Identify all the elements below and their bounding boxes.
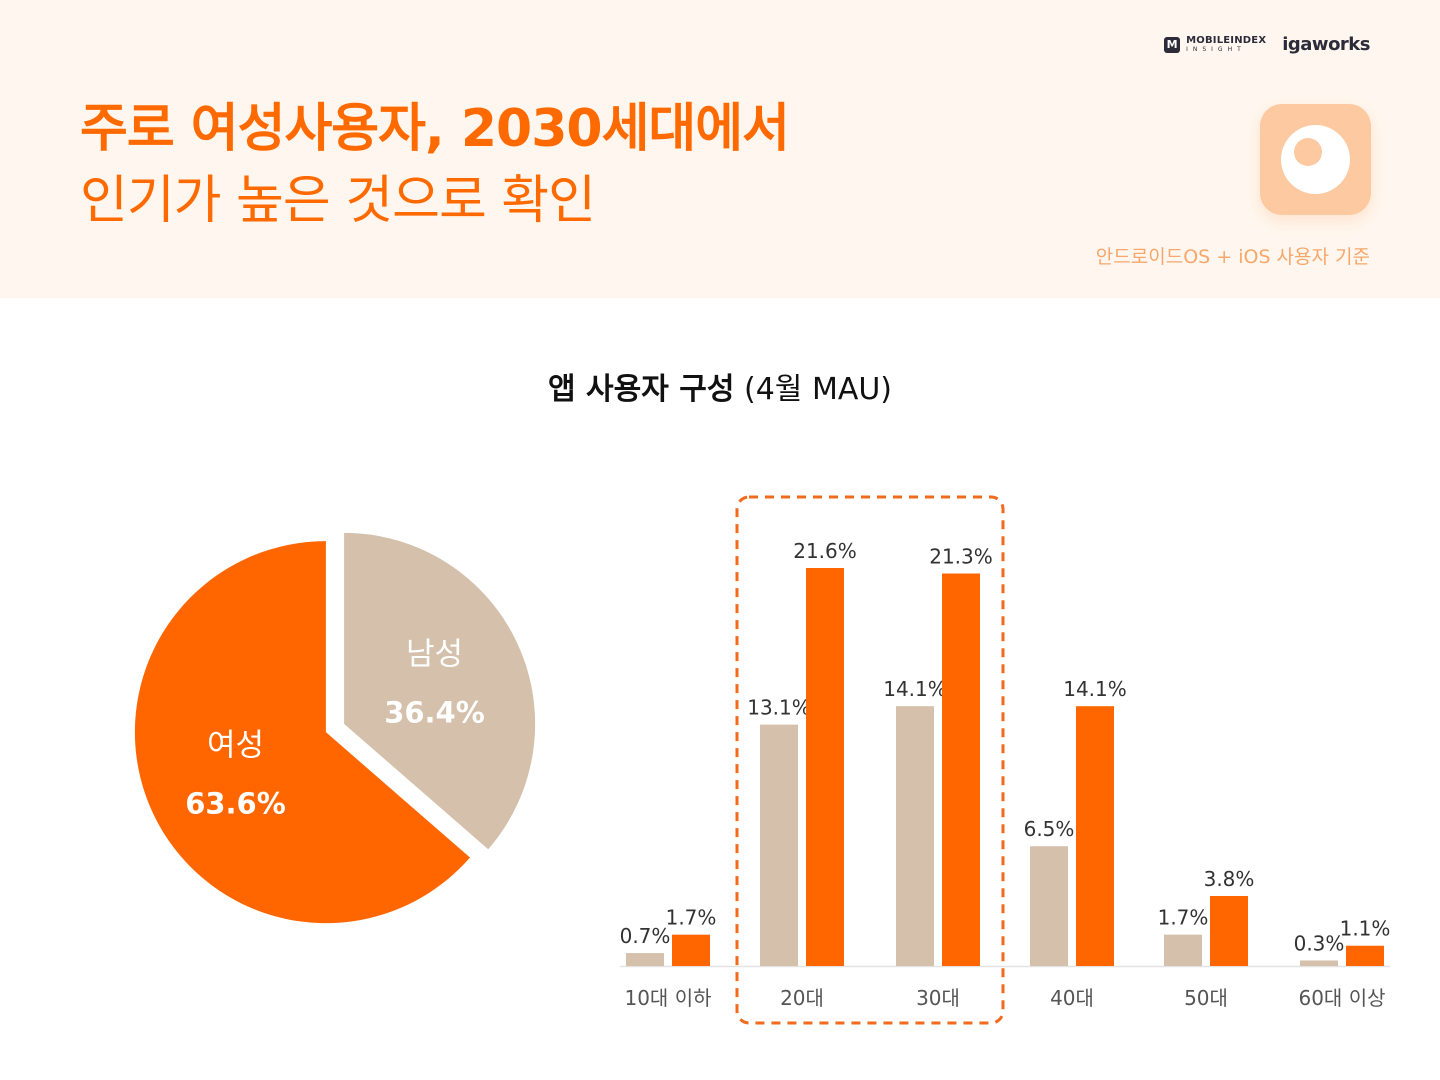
bar-label-female-4: 3.8%: [1204, 867, 1255, 891]
x-tick-label-2: 30대: [916, 986, 960, 1010]
bar-label-female-1: 21.6%: [793, 539, 857, 563]
bar-label-female-3: 14.1%: [1063, 677, 1127, 701]
bar-male-1: [760, 724, 798, 966]
igaworks-logo: igaworks: [1282, 34, 1370, 55]
smiley-icon: [1294, 138, 1322, 166]
bar-label-male-2: 14.1%: [883, 677, 947, 701]
x-tick-label-0: 10대 이하: [624, 986, 711, 1010]
pie-slice-name-1: 남성: [406, 637, 463, 673]
mobileindex-sub: INSIGHT: [1186, 46, 1246, 53]
bar-female-0: [672, 934, 710, 966]
pie-slice-1: [344, 532, 536, 850]
chart-title-rest: (4월 MAU): [744, 372, 893, 407]
mobileindex-name: MOBILEINDEX: [1186, 35, 1267, 46]
bar-label-male-3: 6.5%: [1024, 817, 1075, 841]
bar-male-0: [626, 953, 664, 966]
x-tick-label-1: 20대: [780, 986, 824, 1010]
bar-label-female-5: 1.1%: [1340, 917, 1391, 941]
bar-female-1: [806, 568, 844, 966]
pie-slice-name-0: 여성: [207, 727, 264, 763]
bar-female-3: [1076, 706, 1114, 966]
bar-male-2: [896, 706, 934, 966]
brand-logos: M MOBILEINDEX INSIGHT igaworks: [1164, 34, 1370, 55]
page-title-line2: 인기가 높은 것으로 확인: [80, 171, 596, 231]
mobileindex-mark-icon: M: [1164, 36, 1181, 53]
bar-label-female-0: 1.7%: [666, 906, 717, 930]
bar-female-4: [1210, 895, 1248, 966]
bar-label-male-5: 0.3%: [1294, 931, 1345, 955]
data-basis-note: 안드로이드OS + iOS 사용자 기준: [1095, 246, 1370, 268]
bar-female-5: [1346, 945, 1384, 966]
bar-label-female-2: 21.3%: [929, 545, 993, 569]
bar-female-2: [942, 573, 980, 966]
app-icon: [1260, 104, 1371, 215]
pie-slice-value-0: 63.6%: [185, 786, 286, 820]
highlight-2030-box: [735, 495, 1005, 1025]
bar-label-male-4: 1.7%: [1158, 906, 1209, 930]
mobileindex-logo: M MOBILEINDEX INSIGHT: [1164, 36, 1266, 53]
pie-slice-0: [134, 541, 470, 924]
x-tick-label-4: 50대: [1184, 986, 1228, 1010]
bar-male-5: [1300, 960, 1338, 966]
header-banner: M MOBILEINDEX INSIGHT igaworks 주로 여성사용자,…: [0, 0, 1440, 298]
bar-label-male-0: 0.7%: [620, 924, 671, 948]
bar-label-male-1: 13.1%: [747, 696, 811, 720]
page-title-line1: 주로 여성사용자, 2030세대에서: [80, 99, 790, 159]
chart-title: 앱 사용자 구성 (4월 MAU): [0, 364, 1440, 408]
chart-title-bold: 앱 사용자 구성: [547, 372, 735, 407]
x-tick-label-5: 60대 이상: [1298, 986, 1385, 1010]
x-tick-label-3: 40대: [1050, 986, 1094, 1010]
bar-male-3: [1030, 846, 1068, 966]
bar-male-4: [1164, 934, 1202, 966]
pie-slice-value-1: 36.4%: [384, 696, 485, 730]
